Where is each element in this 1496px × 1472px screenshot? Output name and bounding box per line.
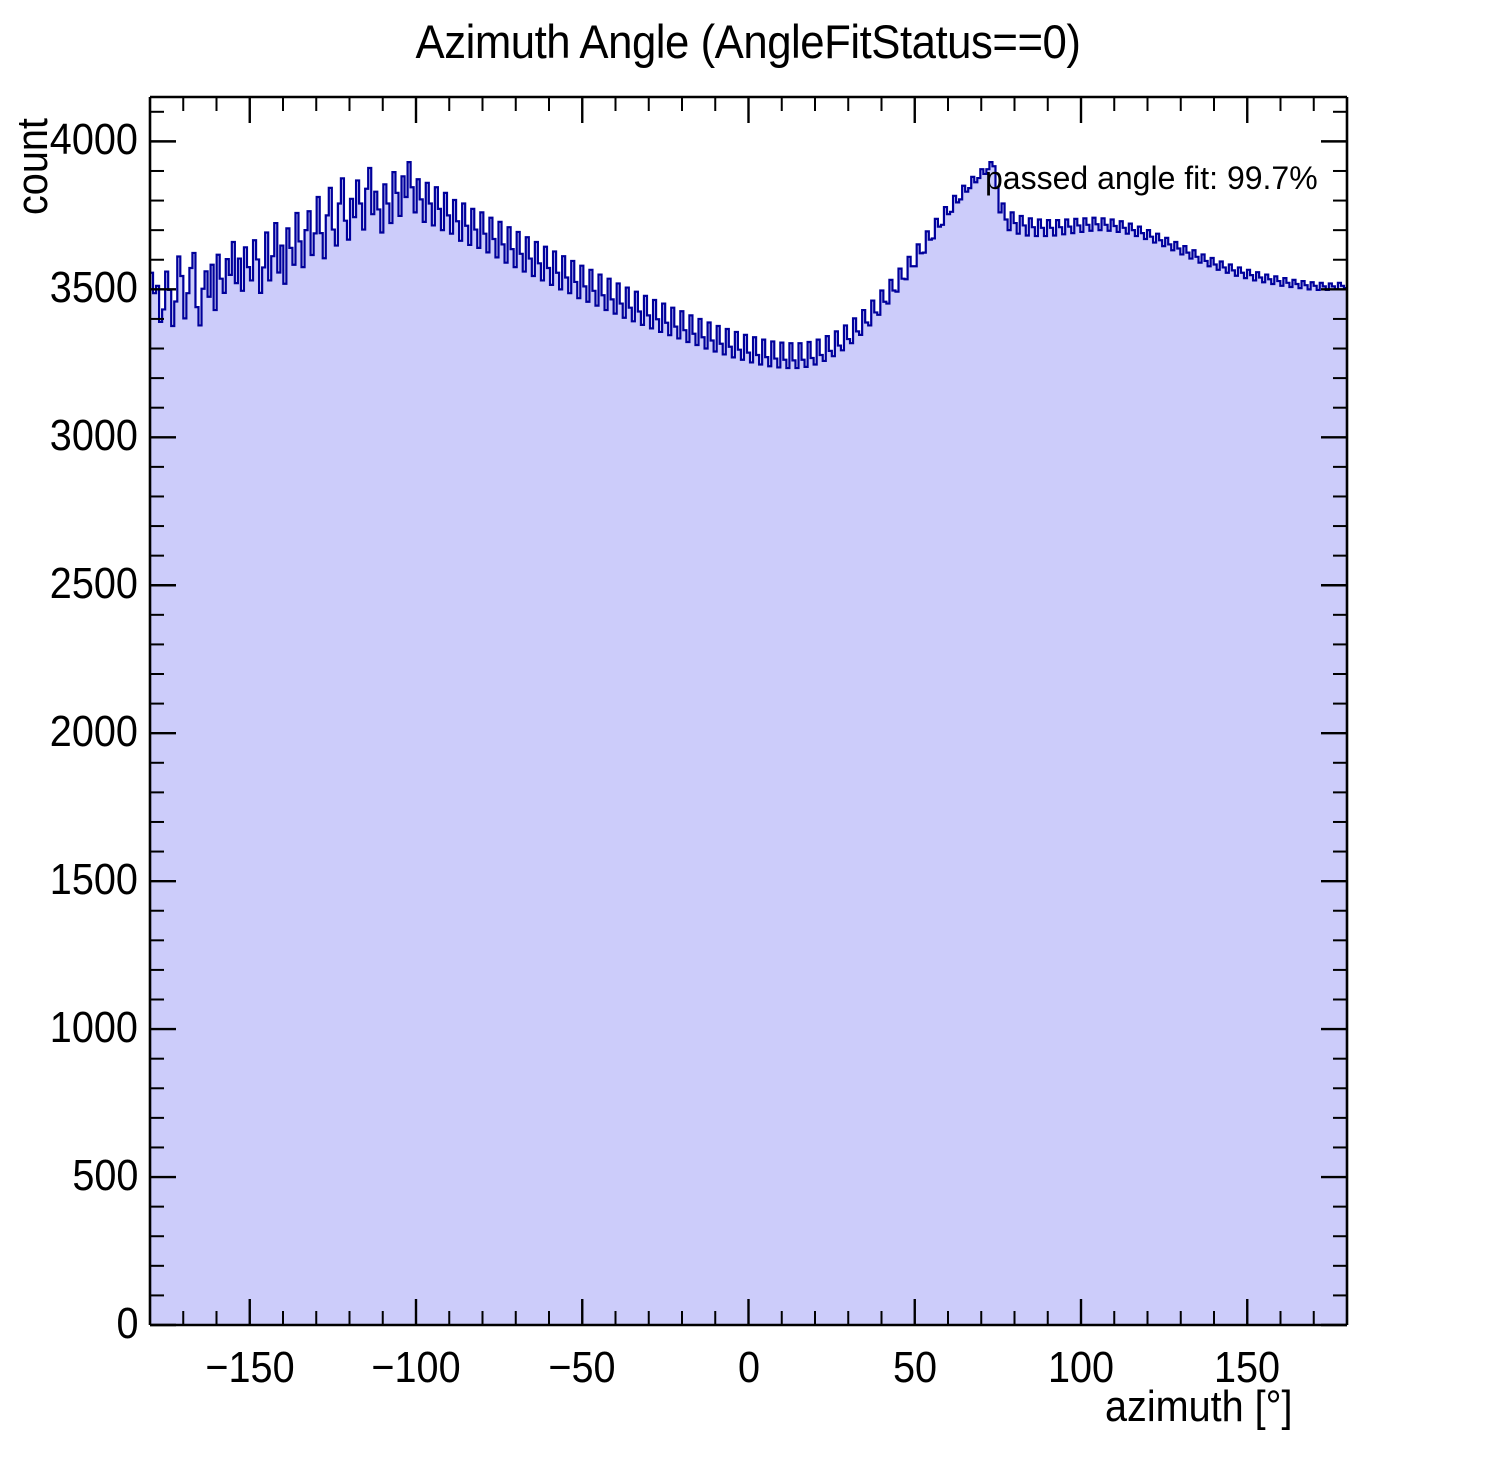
axis-ticks	[149, 97, 1348, 1327]
y-tick-label: 4000	[49, 115, 138, 165]
y-tick-label: 0	[115, 1299, 138, 1348]
histogram-outline	[150, 161, 1347, 370]
histogram-fill-area	[150, 162, 1347, 1326]
y-tick-label: 1000	[49, 1003, 138, 1053]
x-tick-label: −100	[371, 1343, 461, 1392]
histogram-step-line	[150, 161, 1347, 370]
x-tick-label: 150	[1214, 1343, 1281, 1392]
page-title: Azimuth Angle (AngleFitStatus==0)	[415, 15, 1081, 68]
y-tick-label: 3500	[49, 263, 138, 313]
x-tick-label: 50	[892, 1343, 937, 1392]
y-tick-label: 1500	[49, 855, 138, 905]
y-tick-label: 3000	[49, 411, 138, 461]
y-tick-label: 500	[71, 1151, 138, 1201]
y-tick-label: 2500	[49, 559, 138, 609]
x-tick-label: −150	[205, 1343, 295, 1392]
x-tick-label: 100	[1047, 1343, 1115, 1392]
histogram-fill	[150, 162, 1347, 1326]
x-tick-label: −50	[548, 1343, 616, 1392]
x-tick-label: 0	[737, 1343, 760, 1392]
x-axis-title: azimuth [°]	[1105, 1382, 1293, 1431]
y-tick-label: 2000	[49, 707, 138, 757]
annotation-passed-angle-fit: passed angle fit: 99.7%	[985, 160, 1318, 196]
